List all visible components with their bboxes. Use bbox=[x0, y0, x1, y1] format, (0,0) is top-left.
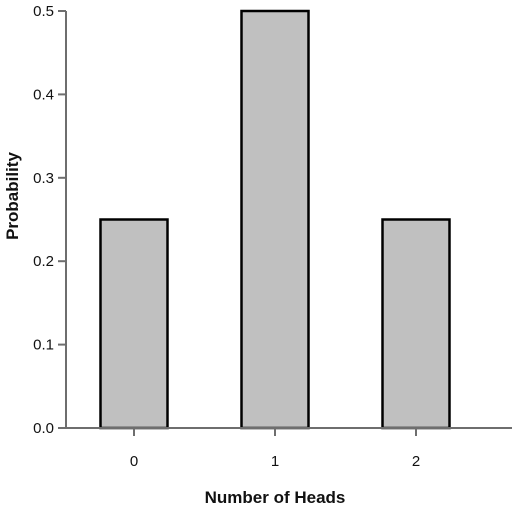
bar-0 bbox=[99, 218, 169, 430]
y-tick-label: 0.5 bbox=[33, 3, 54, 20]
x-axis-ticks: 0 1 2 bbox=[130, 428, 420, 470]
y-tick-label: 0.0 bbox=[33, 420, 54, 437]
y-axis-title: Probability bbox=[3, 152, 22, 240]
x-axis-title: Number of Heads bbox=[205, 488, 346, 507]
bar-1 bbox=[240, 9, 310, 430]
x-tick-label: 0 bbox=[130, 453, 138, 470]
x-tick-label: 1 bbox=[271, 453, 279, 470]
bars bbox=[99, 9, 451, 430]
y-tick-label: 0.4 bbox=[33, 86, 54, 103]
x-tick-label: 2 bbox=[412, 453, 420, 470]
bar-2 bbox=[381, 218, 451, 430]
y-tick-label: 0.1 bbox=[33, 337, 54, 354]
y-tick-label: 0.3 bbox=[33, 170, 54, 187]
y-axis-ticks: 0.0 0.1 0.2 0.3 0.4 0.5 bbox=[33, 3, 66, 437]
y-tick-label: 0.2 bbox=[33, 253, 54, 270]
